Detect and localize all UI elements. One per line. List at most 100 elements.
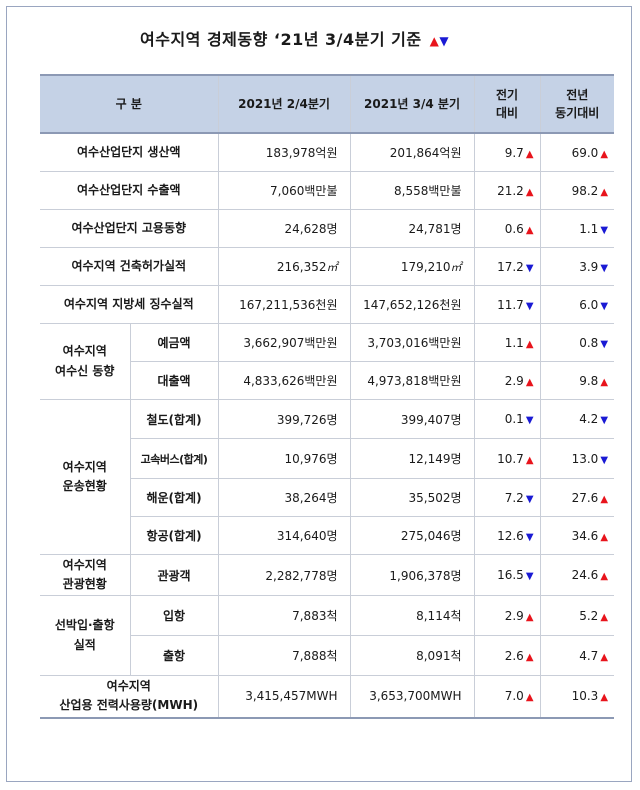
change-value: 1.1 — [579, 221, 599, 236]
sub-row-label: 대출액 — [130, 361, 219, 400]
down-arrow-icon: ▼ — [600, 262, 609, 274]
change-qoq: 2.9 ▲ — [474, 361, 541, 400]
down-arrow-icon: ▼ — [525, 531, 534, 543]
value-q2: 314,640명 — [218, 516, 351, 555]
value-text: 183,978억원 — [265, 146, 338, 160]
header-category: 구 분 — [40, 74, 219, 134]
change-yoy: 6.0 ▼ — [540, 285, 615, 324]
unit-text: ㎡ — [450, 260, 462, 274]
change-qoq: 21.2 ▲ — [474, 171, 541, 210]
table-row: 여수지역 운송현황 철도(합계) 399,726명 399,407명 0.1 ▼ 4.2 ▼ — [40, 399, 615, 555]
up-arrow-icon: ▲ — [600, 148, 609, 160]
value-text: 275,046명 — [400, 529, 462, 543]
change-value: 10.7 — [497, 451, 524, 466]
change-value: 5.2 — [579, 608, 599, 623]
table-row: 고속버스(합계) 10,976명 12,149명 10.7 ▲ 13.0 ▼ — [40, 438, 615, 479]
change-qoq: 2.9 ▲ — [474, 595, 541, 636]
down-arrow-icon: ▼ — [600, 224, 609, 236]
sub-row-label: 철도(합계) — [130, 399, 219, 439]
table-row: 출항 7,888척 8,091척 2.6 ▲ 4.7 ▲ — [40, 635, 615, 676]
value-q2: 10,976명 — [218, 438, 351, 479]
value-text: 4,833,626백만원 — [243, 374, 338, 388]
change-yoy: 10.3 ▲ — [540, 675, 615, 719]
change-qoq: 0.1 ▼ — [474, 399, 541, 439]
value-text: 35,502명 — [408, 491, 462, 505]
change-value: 6.0 — [579, 297, 599, 312]
up-arrow-icon: ▲ — [525, 454, 534, 466]
document-frame — [6, 6, 632, 782]
change-value: 2.9 — [504, 373, 524, 388]
up-arrow-icon: ▲ — [525, 148, 534, 160]
group-label: 여수지역 여수신 동향 — [40, 323, 131, 400]
group-label: 여수지역 운송현황 — [40, 399, 131, 555]
table-row: 선박입·출항 실적 입항 7,883척 8,114척 2.9 ▲ 5.2 ▲ — [40, 595, 615, 676]
value-text: 8,558백만불 — [394, 184, 462, 198]
value-text: 2,282,778명 — [265, 568, 338, 583]
change-value: 4.7 — [579, 648, 599, 663]
change-qoq: 12.6 ▼ — [474, 516, 541, 555]
unit-text: ㎡ — [326, 260, 338, 274]
change-value: 0.8 — [579, 335, 599, 350]
value-text: 7,883척 — [292, 609, 338, 623]
value-q2: 7,888척 — [218, 635, 351, 676]
value-q3: 179,210㎡ — [350, 247, 475, 286]
table-row: 여수산업단지 생산액 183,978억원 201,864억원 9.7 ▲ 69.0 ▲ — [40, 133, 615, 172]
value-q3: 3,703,016백만원 — [350, 323, 475, 362]
change-value: 27.6 — [571, 490, 599, 505]
change-yoy: 34.6 ▲ — [540, 516, 615, 555]
up-arrow-icon: ▲ — [600, 611, 609, 623]
economic-trend-table: 구 분 2021년 2/4분기 2021년 3/4 분기 전기 대비 전년 동기… — [40, 74, 615, 719]
change-value: 3.9 — [579, 259, 599, 274]
change-yoy: 13.0 ▼ — [540, 438, 615, 479]
change-value: 9.8 — [579, 373, 599, 388]
value-text: 201,864억원 — [389, 146, 462, 160]
value-text: 147,652,126천원 — [363, 298, 462, 312]
down-arrow-icon: ▼ — [600, 415, 609, 426]
change-value: 9.7 — [504, 145, 524, 160]
table-row: 여수지역 산업용 전력사용량(MWH) 3,415,457MWH 3,653,700… — [40, 675, 615, 719]
value-q3: 4,973,818백만원 — [350, 361, 475, 400]
value-text: 24,781명 — [408, 222, 462, 236]
change-value: 12.6 — [497, 528, 524, 543]
change-value: 13.0 — [571, 451, 599, 466]
change-value: 16.5 — [497, 568, 524, 582]
value-q3: 275,046명 — [350, 516, 475, 555]
up-arrow-icon: ▲ — [525, 224, 534, 236]
up-arrow-icon: ▲ — [600, 692, 609, 704]
up-arrow-icon: ▲ — [525, 651, 534, 663]
value-q3: 8,558백만불 — [350, 171, 475, 210]
sub-row-label: 예금액 — [130, 323, 219, 362]
change-qoq: 2.6 ▲ — [474, 635, 541, 676]
value-text: 4,973,818백만원 — [367, 374, 462, 388]
value-q2: 7,060백만불 — [218, 171, 351, 210]
value-text: 12,149명 — [408, 452, 462, 466]
row-label: 여수산업단지 고용동향 — [40, 209, 219, 248]
down-arrow-icon: ▼ — [600, 300, 609, 312]
value-text: 314,640명 — [276, 529, 338, 543]
change-qoq: 1.1 ▲ — [474, 323, 541, 362]
change-yoy: 5.2 ▲ — [540, 595, 615, 636]
value-text: 399,726명 — [276, 412, 338, 427]
change-qoq: 10.7 ▲ — [474, 438, 541, 479]
change-yoy: 4.7 ▲ — [540, 635, 615, 676]
change-qoq: 7.2 ▼ — [474, 478, 541, 517]
value-q3: 3,653,700MWH — [350, 675, 475, 719]
value-q3: 35,502명 — [350, 478, 475, 517]
table-row: 여수지역 관광현황 관광객 2,282,778명 1,906,378명 16.5 ▼ 24.… — [40, 554, 615, 596]
value-text: 3,703,016백만원 — [367, 336, 462, 350]
sub-row-label: 해운(합계) — [130, 478, 219, 517]
change-yoy: 0.8 ▼ — [540, 323, 615, 362]
value-q3: 147,652,126천원 — [350, 285, 475, 324]
value-text: 24,628명 — [284, 222, 338, 236]
table-row: 항공(합계) 314,640명 275,046명 12.6 ▼ 34.6 ▲ — [40, 516, 615, 555]
down-arrow-icon: ▼ — [525, 262, 534, 274]
change-qoq: 7.0 ▲ — [474, 675, 541, 719]
change-yoy: 69.0 ▲ — [540, 133, 615, 172]
value-q2: 167,211,536천원 — [218, 285, 351, 324]
change-yoy: 98.2 ▲ — [540, 171, 615, 210]
value-q2: 38,264명 — [218, 478, 351, 517]
change-value: 69.0 — [571, 145, 599, 160]
value-text: 7,060백만불 — [270, 184, 338, 198]
value-text: 167,211,536천원 — [239, 298, 338, 312]
change-value: 34.6 — [571, 528, 599, 543]
